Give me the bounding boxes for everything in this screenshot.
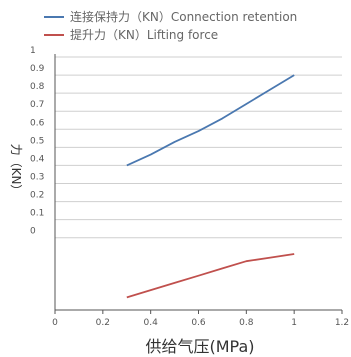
y-tick-label: 0.3 [30,173,44,183]
x-tick-labels: 0 0.2 0.4 0.6 0.8 1 1.2 [52,318,349,328]
series-line-1 [126,74,295,167]
series-line-2 [126,253,295,299]
x-tick-label: 0 [52,318,58,328]
y-tick-label: 0.8 [30,82,45,92]
series-lines [126,74,295,299]
x-tick-label: 0.4 [144,318,159,328]
grid [55,56,342,239]
y-tick-label: 0.5 [30,136,44,146]
y-tick-label: 0 [30,227,36,237]
y-tick-label: 1 [30,46,36,56]
x-tick-label: 0.2 [96,318,110,328]
y-tick-label: 0.2 [30,191,44,201]
legend-label-2: 提升力（KN）Lifting force [70,27,218,42]
y-tick-labels: 1 0.9 0.8 0.7 0.6 0.5 0.4 0.3 0.2 0.1 0 [30,46,45,237]
axes [54,54,343,314]
legend: 连接保持力（KN）Connection retention 提升力（KN）Lift… [44,9,297,42]
x-tick-label: 1.2 [335,318,349,328]
y-tick-label: 0.9 [30,64,45,74]
y-tick-label: 0.6 [30,118,45,128]
y-tick-label: 0.4 [30,154,45,164]
y-tick-label: 0.1 [30,209,44,219]
x-tick-label: 0.6 [191,318,206,328]
y-tick-label: 0.7 [30,100,44,110]
x-axis-title: 供给气压(MPa) [145,337,254,356]
x-tick-label: 0.8 [239,318,254,328]
x-tick-label: 1 [291,318,297,328]
y-axis-title: 力（KN） [9,144,23,197]
legend-label-1: 连接保持力（KN）Connection retention [70,9,297,24]
